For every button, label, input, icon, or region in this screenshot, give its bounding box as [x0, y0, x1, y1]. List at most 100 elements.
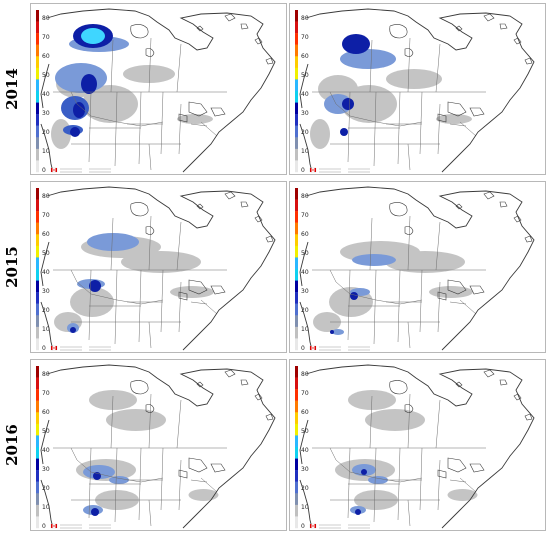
grey-area — [436, 114, 472, 124]
grey-area — [385, 251, 465, 273]
colorbar-band — [36, 470, 39, 482]
colorbar-band — [36, 137, 39, 150]
colorbar-tick-label: 80 — [301, 371, 309, 378]
colorbar-tick-label: 80 — [42, 371, 50, 378]
intensity-core — [73, 102, 85, 118]
panel-footer — [50, 523, 111, 529]
colorbar-band — [295, 67, 298, 80]
colorbar-band — [295, 257, 298, 270]
map-panel-2015-1: 80 70 60 50 40 30 20 10 0 — [30, 181, 287, 353]
colorbar-band — [295, 56, 298, 69]
political-borders — [312, 393, 486, 527]
map-panel-2016-1: 80 70 60 50 40 30 20 10 0 — [30, 359, 287, 531]
colorbar-tick-label: 0 — [42, 345, 46, 352]
canada-flag-icon — [309, 523, 317, 529]
colorbar-tick-label: 40 — [301, 447, 309, 454]
panel-footer — [50, 167, 111, 173]
colorbar-band — [36, 114, 39, 126]
colorbar-band — [36, 199, 39, 212]
colorbar-band — [36, 338, 39, 351]
colorbar-band — [36, 400, 39, 413]
colorbar-band — [295, 79, 298, 92]
colorbar-band — [295, 377, 298, 390]
colorbar-tick-label: 70 — [42, 212, 50, 219]
islands — [196, 13, 274, 65]
colorbar-band — [36, 504, 39, 517]
canada-flag-icon — [309, 167, 317, 173]
colorbar-tick-label: 0 — [42, 523, 46, 530]
colorbar-tick-label: 70 — [42, 34, 50, 41]
colorbar-band — [36, 280, 39, 293]
canada-flag-icon — [50, 523, 58, 529]
colorbar-band — [295, 211, 298, 223]
lakes — [389, 380, 485, 479]
intensity-core — [361, 469, 367, 475]
colorbar-tick-label: 60 — [301, 53, 309, 60]
colorbar-band — [295, 493, 298, 506]
colorbar-tick-label: 60 — [42, 53, 50, 60]
colorbar-tick-label: 30 — [42, 466, 50, 473]
colorbar-tick-label: 10 — [42, 326, 50, 333]
colorbar-tick-label: 10 — [301, 326, 309, 333]
panel-footer — [309, 345, 370, 351]
colorbar-band — [36, 516, 39, 529]
lakes — [130, 202, 226, 301]
colorbar-band — [295, 516, 298, 529]
islands — [196, 191, 274, 243]
colorbar-band — [295, 148, 298, 161]
colorbar-band — [295, 447, 298, 459]
colorbar-band — [36, 102, 39, 115]
islands — [455, 191, 533, 243]
intensity-core — [70, 127, 80, 137]
colorbar-band — [36, 125, 39, 138]
colorbar-band — [36, 245, 39, 258]
colorbar-tick-label: 60 — [301, 409, 309, 416]
grey-area — [123, 65, 175, 83]
political-borders — [53, 215, 227, 349]
row-label-3: 2016 — [0, 359, 24, 531]
colorbar-band — [295, 400, 298, 413]
colorbar-band — [36, 481, 39, 494]
islands — [455, 13, 533, 65]
intensity-area — [109, 476, 129, 484]
colorbar-band — [36, 269, 39, 281]
colorbar-tick-label: 30 — [42, 110, 50, 117]
intensity-core — [340, 128, 348, 136]
canada-flag-icon — [50, 167, 58, 173]
colorbar-tick-label: 40 — [42, 447, 50, 454]
colorbar-tick-label: 40 — [42, 269, 50, 276]
colorbar-band — [295, 366, 298, 378]
panel-footer — [309, 167, 370, 173]
coastline — [299, 186, 535, 351]
colorbar-band — [295, 292, 298, 304]
colorbar-tick-label: 10 — [301, 504, 309, 511]
intensity-core — [330, 330, 334, 334]
colorbar-band — [36, 257, 39, 270]
colorbar-band — [295, 33, 298, 45]
lakes — [130, 380, 226, 479]
colorbar-band — [36, 292, 39, 304]
colorbar-tick-label: 40 — [301, 269, 309, 276]
colorbar-band — [36, 188, 39, 200]
colorbar-band — [295, 303, 298, 316]
colorbar-band — [36, 234, 39, 247]
grey-area — [447, 489, 478, 501]
colorbar-tick-label: 20 — [301, 129, 309, 136]
colorbar-band — [295, 458, 298, 471]
map-panel-2016-2: 80 70 60 50 40 30 20 10 0 — [289, 359, 546, 531]
colorbar-band — [36, 44, 39, 57]
grey-area — [121, 251, 201, 273]
colorbar-band — [36, 303, 39, 316]
map-panel-2014-1: 80 70 60 50 40 30 20 10 0 — [30, 3, 287, 175]
intensity-core — [81, 74, 97, 94]
colorbar-tick-label: 60 — [42, 409, 50, 416]
colorbar-band — [36, 33, 39, 45]
colorbar-tick-label: 30 — [301, 288, 309, 295]
colorbar-tick-label: 0 — [301, 345, 305, 352]
